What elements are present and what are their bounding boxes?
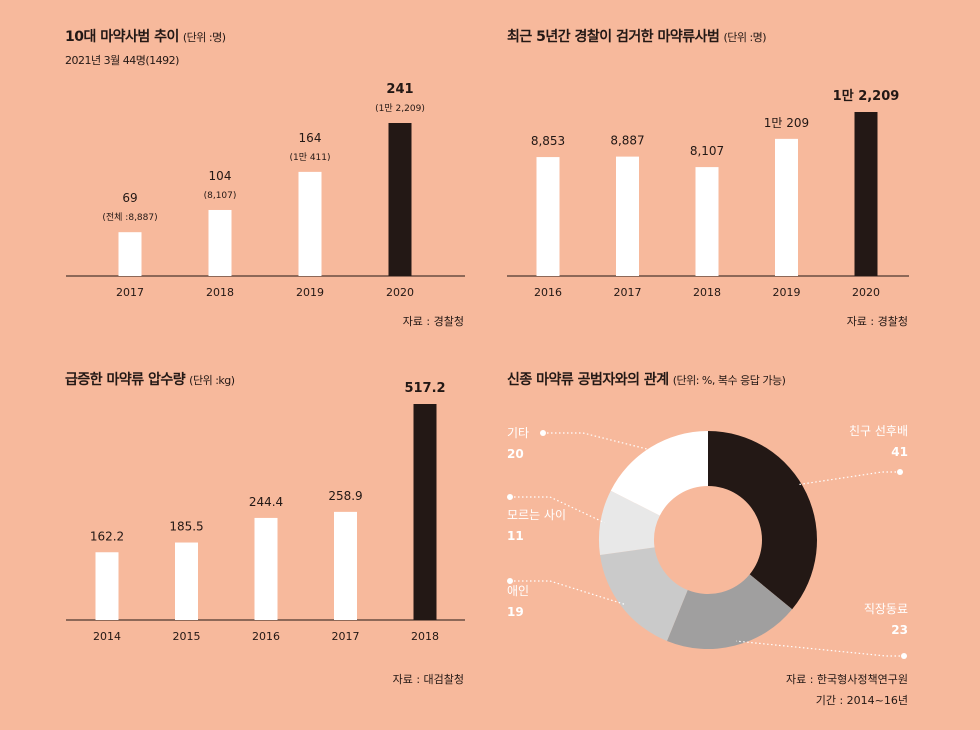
x-tick-label-2019: 2019: [296, 286, 324, 299]
bar-2018: [413, 404, 437, 620]
donut-slice-0: [708, 431, 817, 610]
chart-title-text: 급증한 마약류 압수량: [65, 372, 186, 388]
chart-unit: (단위: %, 복수 응답 가능): [672, 374, 786, 387]
bar-2017: [616, 156, 639, 276]
bar-2019: [775, 138, 798, 276]
bar-2018: [695, 167, 719, 276]
bar-chart-teen-offenders: 69 (전체 :8,887) 2017 104 (8,107) 2018 164 (1만 41…: [66, 82, 465, 299]
slice-label-3: 모르는 사이: [507, 508, 566, 522]
sub-label-2018: (8,107): [204, 191, 237, 201]
chart-source: 자료 : 경찰청: [846, 315, 908, 328]
bar-2018: [208, 209, 232, 276]
value-label-2016: 8,853: [531, 134, 565, 148]
x-tick-label-2018: 2018: [206, 286, 234, 299]
bar-2020: [388, 123, 412, 276]
x-tick-label-2020: 2020: [386, 286, 414, 299]
slice-label-0: 친구 선후배: [849, 424, 908, 438]
slice-value-0: 41: [891, 445, 908, 459]
bar-2016: [254, 517, 278, 620]
value-label-2019: 1만 209: [764, 116, 809, 130]
x-tick-label-2019: 2019: [773, 286, 801, 299]
chart-title: 최근 5년간 경찰이 검거한 마약류사범 (단위 :명): [507, 26, 767, 46]
bar-2016: [536, 157, 560, 276]
value-label-2018: 517.2: [404, 381, 445, 396]
sub-label-2017: (전체 :8,887): [102, 212, 157, 223]
leader-line-0: [797, 471, 900, 486]
x-tick-label-2020: 2020: [852, 286, 880, 299]
leader-line-4: [543, 432, 654, 452]
chart-subtitle: 2021년 3월 44명(1492): [65, 54, 179, 67]
bar-chart-police-arrests: 8,853 2016 8,887 2017 8,107 2018 1만 209 2019 1만 …: [507, 88, 909, 299]
value-label-2017: 69: [122, 191, 137, 205]
x-tick-label-2017: 2017: [332, 630, 360, 643]
x-tick-label-2017: 2017: [614, 286, 642, 299]
chart-unit: (단위 :명): [723, 31, 767, 44]
donut-slice-3: [599, 490, 660, 555]
slice-label-4: 기타: [507, 426, 529, 440]
donut-chart-accomplice-relation: 친구 선후배 41 직장동료 23 애인 19 모르는 사이 11 기타 20: [507, 424, 908, 659]
chart-source: 자료 : 경찰청: [402, 315, 464, 328]
bar-2015: [175, 542, 198, 620]
x-tick-label-2015: 2015: [173, 630, 201, 643]
value-label-2018: 8,107: [690, 144, 724, 158]
slice-value-1: 23: [891, 623, 908, 637]
donut-slice-4: [610, 431, 708, 516]
value-label-2020: 1만 2,209: [833, 88, 900, 104]
chart-title-text: 최근 5년간 경찰이 검거한 마약류사범: [507, 29, 720, 45]
slice-value-4: 20: [507, 447, 524, 461]
value-label-2016: 244.4: [249, 495, 283, 509]
leader-dot-2: [507, 578, 513, 584]
sub-label-2019: (1만 411): [289, 152, 330, 163]
x-tick-label-2014: 2014: [93, 630, 121, 643]
x-tick-label-2016: 2016: [252, 630, 280, 643]
leader-dot-4: [540, 430, 546, 436]
donut-slice-2: [600, 547, 688, 641]
slice-value-3: 11: [507, 529, 524, 543]
chart-period: 기간 : 2014~16년: [815, 694, 908, 707]
x-tick-label-2018: 2018: [411, 630, 439, 643]
value-label-2017: 8,887: [610, 134, 644, 148]
value-label-2015: 185.5: [169, 520, 203, 534]
chart-unit: (단위 :명): [182, 31, 226, 44]
value-label-2019: 164: [299, 131, 322, 145]
value-label-2018: 104: [209, 169, 232, 183]
leader-line-1: [736, 640, 904, 657]
slice-value-2: 19: [507, 605, 524, 619]
value-label-2014: 162.2: [90, 529, 124, 543]
sub-label-2020: (1만 2,209): [375, 103, 425, 114]
chart-panel-accomplice-relation: 신종 마약류 공범자와의 관계 (단위: %, 복수 응답 가능) 친구 선후배 4…: [490, 345, 980, 730]
leader-dot-0: [897, 469, 903, 475]
x-tick-label-2016: 2016: [534, 286, 562, 299]
chart-title: 신종 마약류 공범자와의 관계 (단위: %, 복수 응답 가능): [507, 369, 786, 389]
leader-dot-1: [901, 653, 907, 659]
bar-2019: [298, 171, 322, 276]
bar-chart-seizure-amount: 162.2 2014 185.5 2015 244.4 2016 258.9 2017 517.…: [66, 381, 465, 643]
bar-2017: [334, 511, 357, 620]
value-label-2017: 258.9: [328, 489, 362, 503]
chart-title-text: 10대 마약사범 추이: [65, 29, 179, 45]
chart-panel-police-arrests: 최근 5년간 경찰이 검거한 마약류사범 (단위 :명) 8,853 2016 8,8…: [490, 0, 980, 345]
leader-line-2: [510, 580, 626, 606]
bar-2020: [854, 112, 878, 276]
slice-label-2: 애인: [507, 584, 529, 598]
leader-line-3: [510, 496, 605, 524]
x-tick-label-2018: 2018: [693, 286, 721, 299]
chart-title-text: 신종 마약류 공범자와의 관계: [507, 372, 669, 388]
bar-2014: [95, 552, 119, 620]
chart-panel-seizure-amount: 급증한 마약류 압수량 (단위 :kg) 162.2 2014 185.5 2015 24…: [0, 345, 490, 730]
slice-label-1: 직장동료: [864, 602, 908, 616]
chart-panel-teen-offenders: 10대 마약사범 추이 (단위 :명) 2021년 3월 44명(1492) 69…: [0, 0, 490, 345]
chart-title: 급증한 마약류 압수량 (단위 :kg): [65, 369, 235, 389]
chart-title: 10대 마약사범 추이 (단위 :명): [65, 26, 226, 46]
chart-source: 자료 : 대검찰청: [392, 673, 464, 686]
x-tick-label-2017: 2017: [116, 286, 144, 299]
bar-2017: [118, 232, 142, 276]
chart-source: 자료 : 한국형사정책연구원: [785, 673, 908, 686]
leader-dot-3: [507, 494, 513, 500]
value-label-2020: 241: [386, 82, 413, 97]
chart-unit: (단위 :kg): [189, 374, 235, 387]
donut-slice-1: [666, 574, 793, 649]
